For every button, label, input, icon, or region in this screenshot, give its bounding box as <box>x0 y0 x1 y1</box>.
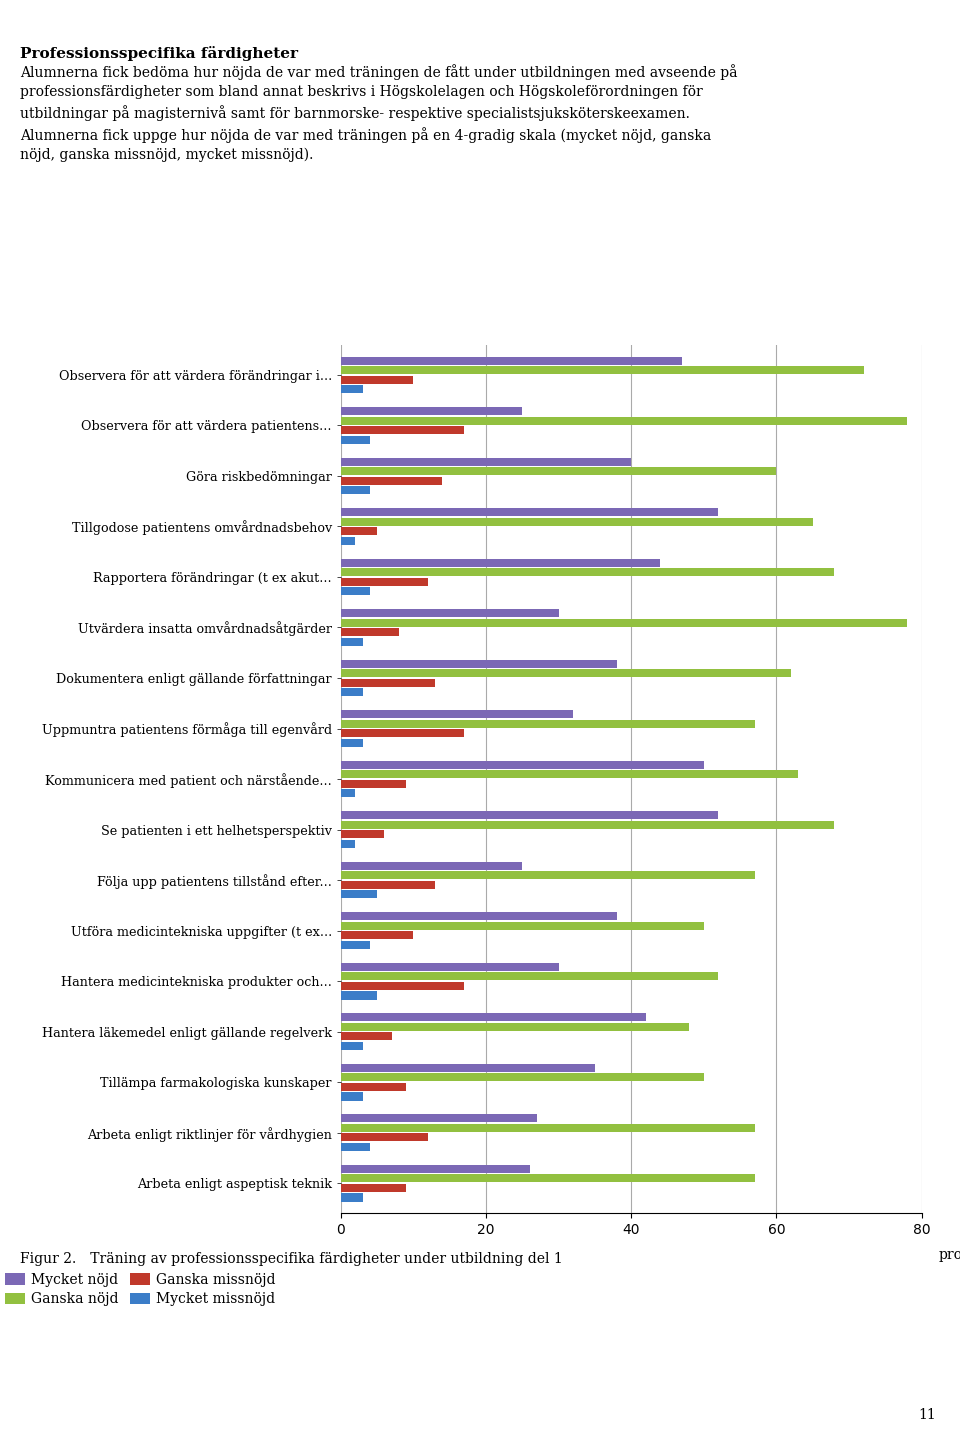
Bar <box>341 862 522 870</box>
Bar <box>341 1093 363 1100</box>
Bar <box>341 1114 537 1123</box>
Bar <box>341 487 370 494</box>
Bar <box>341 740 363 747</box>
Bar <box>341 830 384 839</box>
Bar <box>341 1183 406 1192</box>
Bar <box>341 435 370 444</box>
Bar <box>341 406 522 415</box>
Bar <box>341 587 370 596</box>
Bar <box>341 527 377 536</box>
Bar <box>341 1133 428 1142</box>
Bar <box>341 1193 363 1202</box>
Bar <box>341 780 406 788</box>
Bar <box>341 679 435 686</box>
Bar <box>341 962 559 971</box>
Bar <box>341 941 370 949</box>
Bar <box>341 821 834 829</box>
Bar <box>341 638 363 646</box>
Text: 11: 11 <box>919 1407 936 1422</box>
Bar <box>341 619 907 626</box>
Bar <box>341 609 559 617</box>
Bar <box>341 1083 406 1091</box>
Bar <box>341 922 704 929</box>
Bar <box>341 517 813 526</box>
Bar <box>341 659 616 668</box>
Bar <box>341 729 465 737</box>
Bar <box>341 709 573 718</box>
Bar <box>341 770 798 778</box>
Text: Figur 2.  Träning av professionsspecifika färdigheter under utbildning del 1: Figur 2. Träning av professionsspecifika… <box>20 1252 563 1267</box>
Bar <box>341 537 355 544</box>
Legend: Mycket nöjd, Ganska nöjd, Ganska missnöjd, Mycket missnöjd: Mycket nöjd, Ganska nöjd, Ganska missnöj… <box>5 1272 276 1307</box>
Bar <box>341 669 791 678</box>
Bar <box>341 356 682 365</box>
Bar <box>341 1014 646 1021</box>
Bar <box>341 385 363 393</box>
Text: Professionsspecifika färdigheter: Professionsspecifika färdigheter <box>20 46 299 60</box>
Bar <box>341 366 864 375</box>
Bar <box>341 688 363 696</box>
Bar <box>341 1143 370 1152</box>
Bar <box>341 1175 755 1182</box>
Bar <box>341 1124 755 1132</box>
Bar <box>341 416 907 425</box>
Text: procent: procent <box>939 1248 960 1262</box>
Bar <box>341 932 414 939</box>
Bar <box>341 880 435 889</box>
Bar <box>341 477 443 485</box>
Bar <box>341 912 616 920</box>
Bar <box>341 811 718 819</box>
Bar <box>341 982 465 989</box>
Bar <box>341 629 398 636</box>
Bar <box>341 458 632 465</box>
Bar <box>341 1073 704 1081</box>
Bar <box>341 890 377 899</box>
Bar <box>341 719 755 728</box>
Bar <box>341 1165 530 1173</box>
Text: Alumnerna fick bedöma hur nöjda de var med träningen de fått under utbildningen : Alumnerna fick bedöma hur nöjda de var m… <box>20 65 737 162</box>
Bar <box>341 426 465 434</box>
Bar <box>341 376 414 383</box>
Bar <box>341 569 834 576</box>
Bar <box>341 508 718 516</box>
Bar <box>341 1064 595 1071</box>
Bar <box>341 972 718 981</box>
Bar <box>341 761 704 768</box>
Bar <box>341 872 755 879</box>
Bar <box>341 1032 392 1041</box>
Bar <box>341 1022 689 1031</box>
Bar <box>341 467 777 475</box>
Bar <box>341 559 660 567</box>
Bar <box>341 577 428 586</box>
Bar <box>341 1043 363 1050</box>
Bar <box>341 790 355 797</box>
Bar <box>341 991 377 999</box>
Bar <box>341 840 355 849</box>
